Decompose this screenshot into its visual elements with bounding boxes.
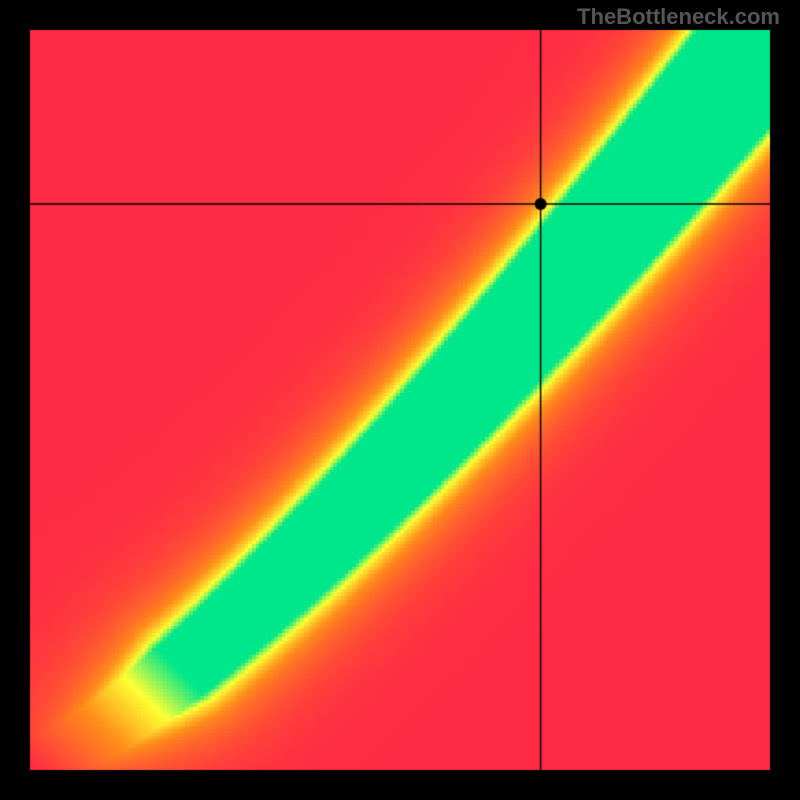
bottleneck-heatmap (0, 0, 800, 800)
attribution-text: TheBottleneck.com (577, 4, 780, 30)
chart-container: TheBottleneck.com (0, 0, 800, 800)
